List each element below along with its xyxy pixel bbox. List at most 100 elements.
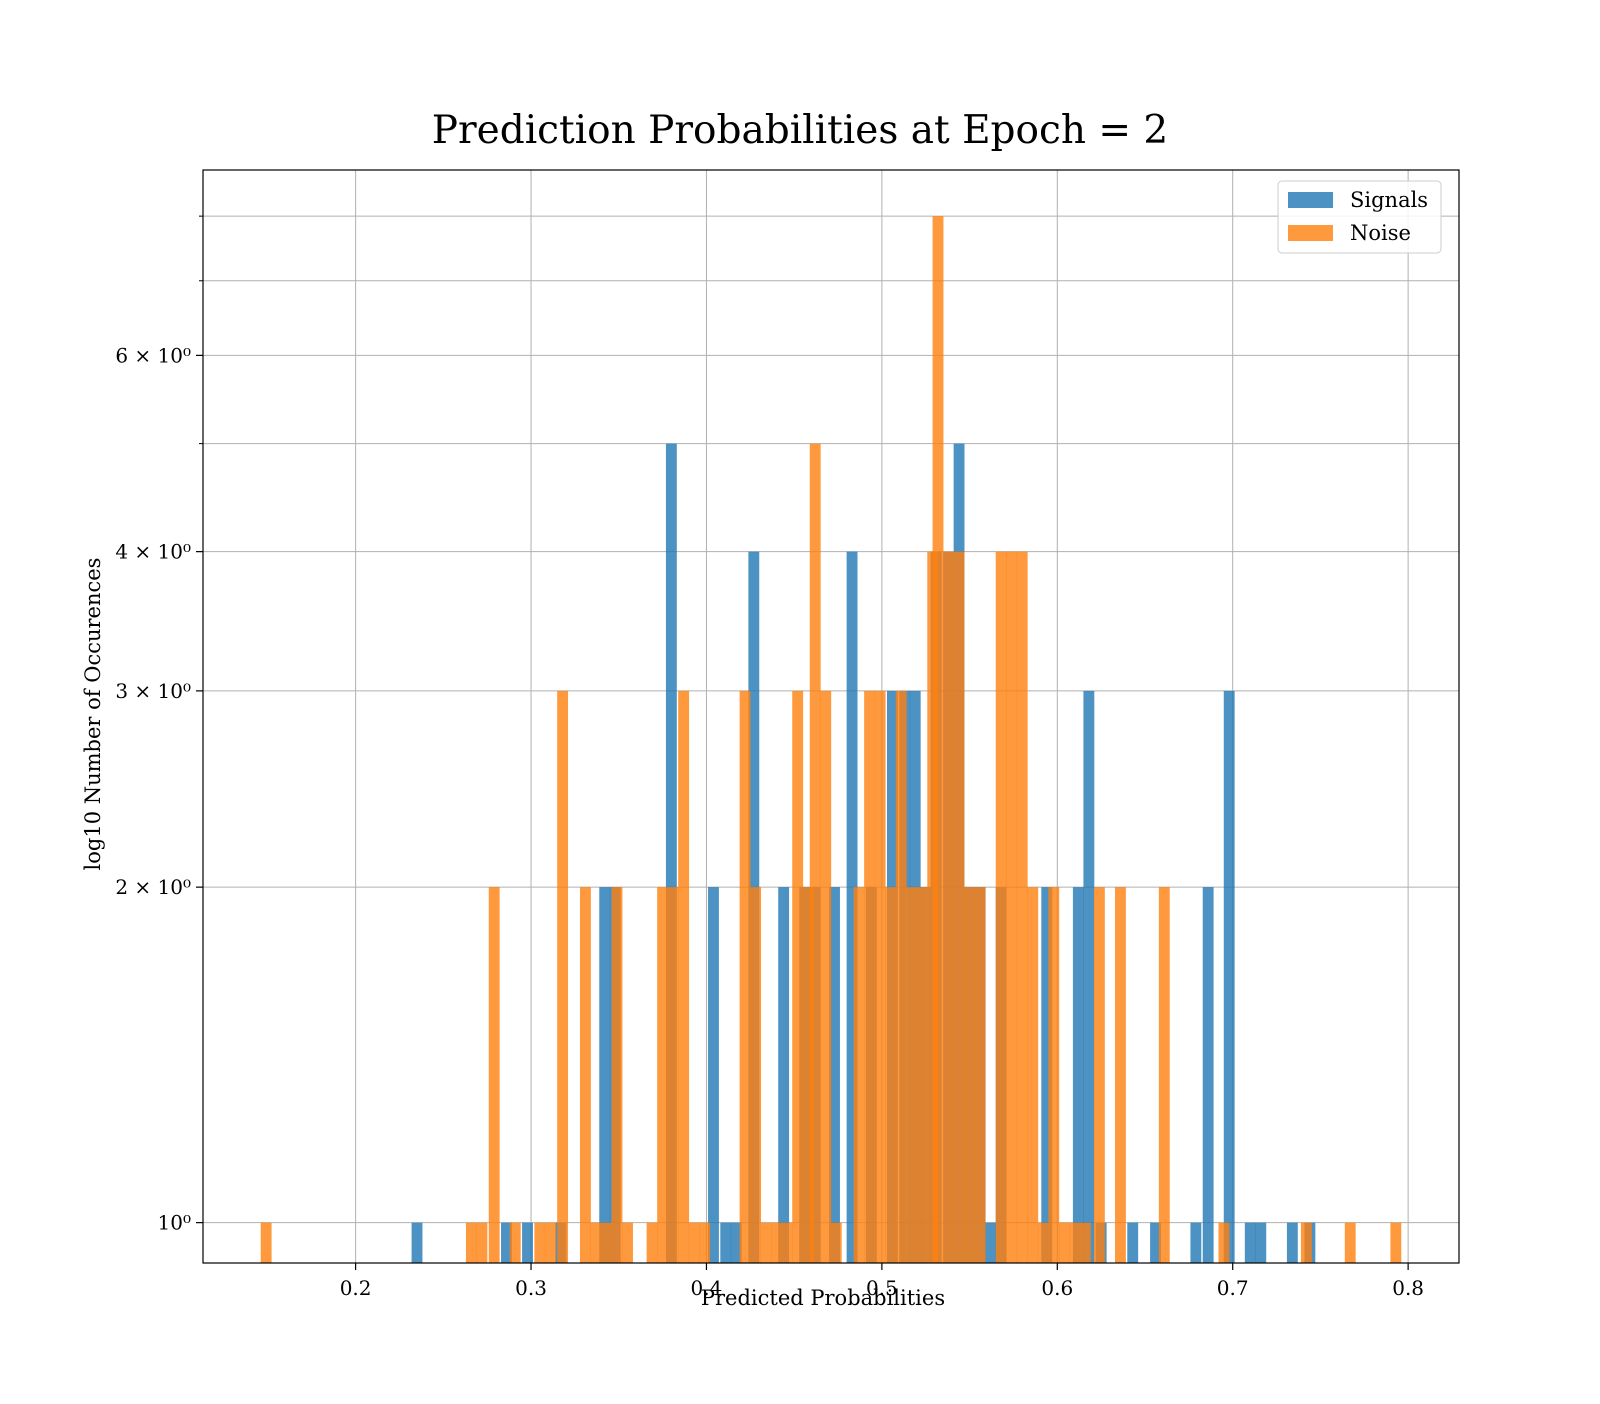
- bar-noise: [1390, 1222, 1402, 1263]
- legend-label-signals: Signals: [1350, 188, 1428, 212]
- bar-noise: [657, 887, 669, 1263]
- bar-noise: [476, 1222, 488, 1263]
- bar-noise: [590, 1222, 602, 1263]
- bar-noise: [557, 690, 569, 1263]
- bar-noise: [995, 551, 1007, 1263]
- y-tick-label: 10⁰: [158, 1211, 191, 1235]
- bar-signals: [1244, 1222, 1256, 1263]
- bar-noise: [601, 1222, 612, 1263]
- bar-noise: [885, 887, 897, 1263]
- bar-noise: [260, 1222, 272, 1263]
- bar-noise: [1300, 1222, 1312, 1263]
- bar-signals: [411, 1222, 423, 1263]
- bar-noise: [1093, 887, 1105, 1263]
- series-noise: [260, 216, 1402, 1263]
- bar-noise: [792, 690, 804, 1263]
- bar-noise: [916, 887, 928, 1263]
- bar-noise: [953, 551, 965, 1263]
- bar-signals: [599, 887, 611, 1263]
- bar-noise: [1115, 887, 1126, 1263]
- x-axis-label: Predicted Probabilities: [701, 1286, 945, 1310]
- plot-area-frame: [202, 169, 1460, 1264]
- x-tick-label: 0.3: [515, 1276, 547, 1300]
- bar-noise: [678, 690, 690, 1263]
- bar-signals: [778, 887, 790, 1263]
- bar-noise: [646, 1222, 658, 1263]
- chart-title: Prediction Probabilities at Epoch = 2: [432, 108, 1168, 153]
- bar-noise: [895, 690, 907, 1263]
- bar-signals: [665, 443, 677, 1263]
- bar-signals: [1190, 1222, 1202, 1263]
- bar-signals: [985, 1222, 997, 1263]
- x-tick-label: 0.5: [866, 1276, 898, 1300]
- bar-signals: [1255, 1222, 1267, 1263]
- x-tick-label: 0.6: [1041, 1276, 1073, 1300]
- x-tick-label: 0.7: [1217, 1276, 1249, 1300]
- histogram-bars: [260, 216, 1402, 1263]
- legend-label-noise: Noise: [1350, 221, 1411, 245]
- bar-signals: [1286, 1222, 1298, 1263]
- bar-signals: [1150, 1222, 1161, 1263]
- bar-noise: [964, 887, 976, 1263]
- bar-noise: [1218, 1222, 1230, 1263]
- bar-noise: [932, 216, 944, 1263]
- bar-noise: [853, 887, 865, 1263]
- bar-signals: [522, 1222, 533, 1263]
- bar-noise: [1158, 887, 1170, 1263]
- bar-signals: [1083, 690, 1095, 1263]
- bar-signals: [720, 1222, 732, 1263]
- axis-ticks: 0.2 0.3 0.4 0.5 0.6 0.7 0.8 10⁰ 2 × 10⁰ 3 × 10⁰ 4 …: [115, 215, 1424, 1300]
- bar-noise: [1048, 887, 1060, 1263]
- bar-signals: [1072, 887, 1084, 1263]
- bar-noise: [579, 887, 591, 1263]
- bar-noise: [739, 690, 751, 1263]
- bar-noise: [874, 690, 886, 1263]
- bar-noise: [534, 1222, 546, 1263]
- legend-swatch-signals: [1288, 192, 1333, 208]
- bar-noise: [830, 1222, 842, 1263]
- bar-noise: [544, 1222, 556, 1263]
- bar-noise: [465, 1222, 477, 1263]
- bar-noise: [771, 1222, 783, 1263]
- bar-noise: [809, 443, 821, 1263]
- chart-legend: Signals Noise: [1277, 180, 1442, 254]
- bar-signals: [501, 1222, 512, 1263]
- bar-noise: [509, 1222, 521, 1263]
- bar-noise: [802, 887, 814, 1263]
- bar-signals: [1041, 887, 1053, 1263]
- x-tick-label: 0.8: [1392, 1276, 1424, 1300]
- x-tick-label: 0.4: [691, 1276, 723, 1300]
- bar-noise: [750, 887, 762, 1263]
- bar-noise: [1006, 551, 1018, 1263]
- bar-signals: [708, 887, 719, 1263]
- bar-noise: [781, 1222, 793, 1263]
- bar-noise: [1027, 887, 1039, 1263]
- legend-swatch-noise: [1288, 225, 1333, 241]
- bar-noise: [1069, 1222, 1081, 1263]
- bar-noise: [1058, 1222, 1070, 1263]
- bar-signals: [730, 1222, 742, 1263]
- bar-noise: [667, 887, 679, 1263]
- bar-signals: [829, 887, 840, 1263]
- bar-noise: [1016, 551, 1028, 1263]
- y-tick-label: 6 × 10⁰: [115, 343, 191, 367]
- x-tick-label: 0.2: [340, 1276, 372, 1300]
- bar-noise: [864, 690, 876, 1263]
- bar-noise: [1037, 1222, 1049, 1263]
- bar-noise: [611, 887, 623, 1263]
- bar-noise: [688, 1222, 700, 1263]
- bar-signals: [1127, 1222, 1139, 1263]
- y-tick-label: 4 × 10⁰: [115, 540, 191, 564]
- y-axis-label: log10 Number of Occurences: [81, 558, 105, 871]
- bar-noise: [488, 887, 500, 1263]
- bar-noise: [760, 1222, 772, 1263]
- bar-noise: [943, 551, 954, 1263]
- bar-signals: [1223, 690, 1235, 1263]
- bar-signals: [1202, 887, 1214, 1263]
- bar-noise: [622, 1222, 633, 1263]
- bar-noise: [974, 887, 986, 1263]
- bar-noise: [699, 1222, 711, 1263]
- y-tick-label: 2 × 10⁰: [115, 875, 191, 899]
